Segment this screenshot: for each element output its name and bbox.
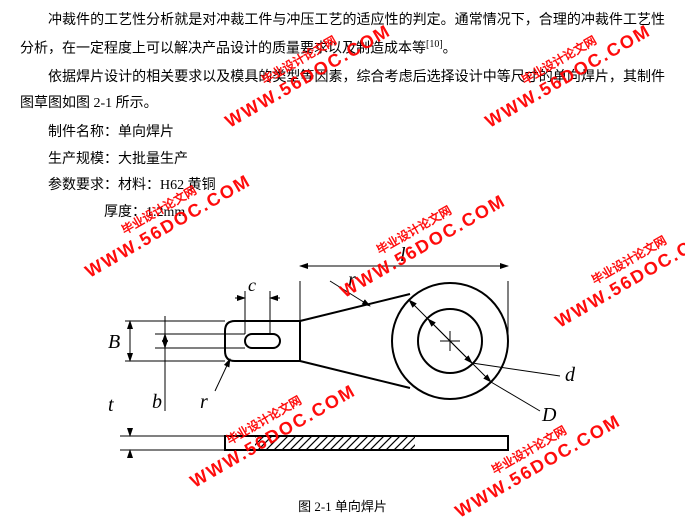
info-param-value: 材料：H62 黄铜 <box>118 178 216 193</box>
label-l: l <box>400 244 406 266</box>
caption-text: 图 2-1 单向焊片 <box>298 499 387 514</box>
label-c: c <box>248 275 256 295</box>
info-thick-label: 厚度： <box>104 205 146 220</box>
figure-caption: 图 2-1 单向焊片 <box>20 496 665 515</box>
label-t: t <box>108 394 114 416</box>
info-name-label: 制件名称： <box>48 125 118 140</box>
figure-container: l c r B b <box>20 236 665 496</box>
top-view <box>225 283 508 399</box>
dim-r-bottom: r <box>200 359 230 413</box>
info-scale: 生产规模：大批量生产 <box>20 147 665 174</box>
info-thickness: 厚度：1.2mm <box>20 200 665 227</box>
dim-c: c <box>235 275 280 334</box>
dim-D: D <box>409 300 557 426</box>
dim-l: l <box>300 244 508 341</box>
dim-B: B <box>108 321 225 361</box>
info-scale-label: 生产规模： <box>48 152 118 167</box>
p1-text: 冲裁件的工艺性分析就是对冲裁工件与冲压工艺的适应性的判定。通常情况下，合理的冲裁… <box>20 13 665 56</box>
figure-svg: l c r B b <box>80 236 620 481</box>
label-D: D <box>541 404 557 426</box>
info-thick-value: 1.2mm <box>146 205 185 220</box>
label-r-top: r <box>348 269 356 291</box>
paragraph-1: 冲裁件的工艺性分析就是对冲裁工件与冲压工艺的适应性的判定。通常情况下，合理的冲裁… <box>20 8 665 63</box>
label-b: b <box>152 391 162 413</box>
dim-b: b <box>152 316 165 413</box>
info-name-value: 单向焊片 <box>118 125 174 140</box>
dim-r-top: r <box>330 269 370 306</box>
info-param-label: 参数要求： <box>48 178 118 193</box>
p2-text: 依据焊片设计的相关要求以及模具的类型等因素，综合考虑后选择设计中等尺寸的单向焊片… <box>20 70 665 112</box>
info-name: 制件名称：单向焊片 <box>20 120 665 147</box>
label-d: d <box>565 364 576 386</box>
side-view: t <box>108 394 508 458</box>
paragraph-2: 依据焊片设计的相关要求以及模具的类型等因素，综合考虑后选择设计中等尺寸的单向焊片… <box>20 65 665 118</box>
label-r-bottom: r <box>200 391 208 413</box>
label-B: B <box>108 331 120 353</box>
info-scale-value: 大批量生产 <box>118 152 188 167</box>
p1-end: 。 <box>443 41 457 56</box>
info-param: 参数要求：材料：H62 黄铜 <box>20 173 665 200</box>
dim-d: d <box>428 319 576 386</box>
p1-citation: [10] <box>426 39 443 50</box>
